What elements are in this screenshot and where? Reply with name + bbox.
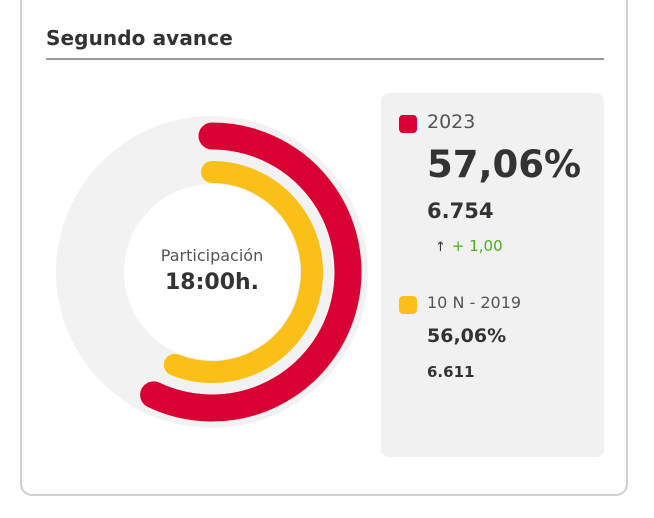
section-title: Segundo avance [46, 26, 233, 50]
center-time: 18:00h. [164, 270, 260, 295]
donut-track [56, 116, 368, 428]
arc-2019 [163, 161, 323, 383]
legend-swatch-2023 [399, 115, 417, 133]
percent-2023: 57,06% [427, 143, 582, 186]
difference-indicator: ↑ + 1,00 [435, 237, 503, 255]
title-divider [46, 58, 604, 60]
donut-svg [56, 116, 368, 428]
legend-swatch-2019 [399, 296, 417, 314]
center-label: Participación [160, 246, 264, 265]
votes-2019: 6.611 [427, 363, 475, 381]
arrow-up-icon: ↑ [435, 240, 446, 255]
percent-2019: 56,06% [427, 325, 507, 347]
legend-panel: 2023 57,06% 6.754 ↑ + 1,00 10 N - 2019 56… [381, 93, 604, 457]
turnout-donut-chart: Participación 18:00h. [52, 112, 372, 432]
legend-label-2019: 10 N - 2019 [427, 293, 522, 312]
legend-label-2023: 2023 [427, 111, 476, 133]
difference-value: + 1,00 [451, 237, 503, 255]
arc-2023 [140, 122, 362, 422]
votes-2023: 6.754 [427, 199, 494, 223]
